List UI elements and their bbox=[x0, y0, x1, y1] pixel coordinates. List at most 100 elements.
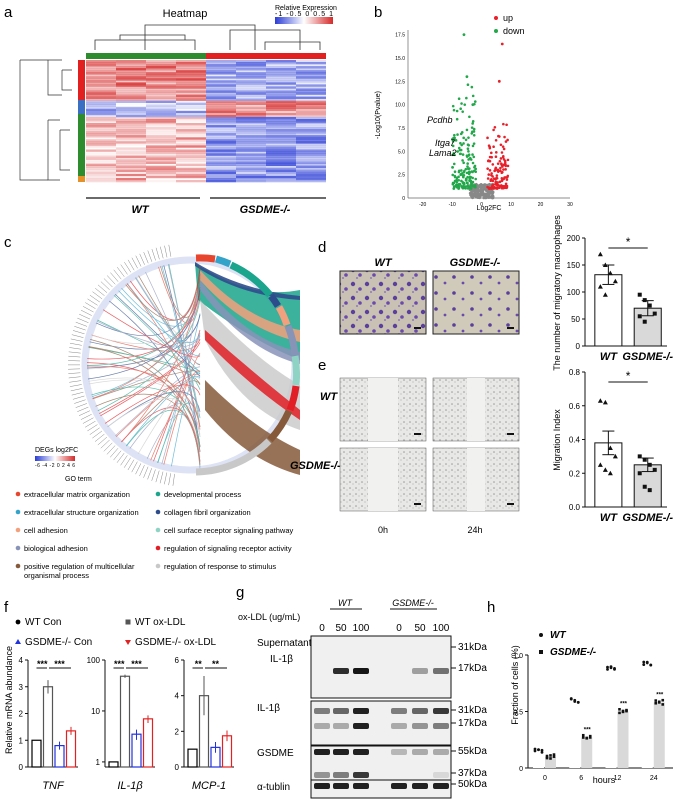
volcano-point bbox=[488, 146, 492, 150]
heatmap-cell bbox=[146, 112, 176, 116]
heatmap-cell bbox=[236, 70, 266, 73]
heatmap-cell bbox=[236, 157, 266, 160]
heatmap-cell bbox=[176, 131, 206, 134]
gene-tick bbox=[147, 250, 153, 262]
heatmap-cell bbox=[116, 114, 146, 118]
mw-marker: 37kDa bbox=[458, 768, 487, 779]
heatmap-cell bbox=[86, 88, 116, 91]
gene-tick bbox=[82, 417, 94, 424]
volcano-point bbox=[462, 171, 466, 174]
y-tick-label: 4 bbox=[19, 656, 24, 665]
gene-tick bbox=[139, 253, 145, 265]
heatmap-cell bbox=[266, 127, 296, 130]
chord-link bbox=[87, 287, 201, 360]
heatmap-cell bbox=[176, 94, 206, 97]
go-term-label: regulation of response to stimulus bbox=[164, 562, 276, 571]
heatmap-cell bbox=[296, 108, 326, 112]
blot-label: IL-1β bbox=[270, 654, 293, 665]
volcano-point bbox=[506, 158, 510, 162]
volcano-point bbox=[492, 128, 495, 132]
heatmap-cell bbox=[266, 119, 296, 122]
heatmap-cell bbox=[86, 74, 116, 77]
gene-tick bbox=[155, 247, 160, 260]
volcano-point bbox=[486, 177, 490, 180]
heatmap-cell bbox=[296, 141, 326, 144]
panel-d-transwell: WT GSDME-/- 0 50 100 150 200 WT GSDME-/- * The … bbox=[339, 215, 673, 371]
heatmap-cell bbox=[296, 60, 326, 63]
heatmap-cell bbox=[116, 173, 146, 177]
heatmap-cell bbox=[146, 180, 176, 183]
heatmap-cell bbox=[236, 129, 266, 132]
heatmap-cell bbox=[236, 131, 266, 134]
volcano-point bbox=[466, 165, 469, 168]
heatmap-cell bbox=[266, 180, 296, 183]
volcano-point bbox=[458, 148, 462, 152]
volcano-xtick: -20 bbox=[419, 202, 426, 208]
volcano-point bbox=[472, 188, 475, 191]
heatmap-cell bbox=[206, 161, 236, 164]
heatmap-cell bbox=[296, 96, 326, 99]
heatmap-cell bbox=[176, 60, 206, 63]
gene-tick bbox=[78, 410, 91, 416]
volcano-point bbox=[502, 147, 506, 151]
heatmap-cell bbox=[86, 137, 116, 139]
volcano-point bbox=[504, 182, 508, 186]
heatmap-cell bbox=[176, 102, 206, 105]
volcano-point bbox=[489, 190, 493, 193]
heatmap-cell bbox=[176, 70, 206, 73]
go-term-marker bbox=[155, 527, 161, 533]
volcano-point bbox=[499, 166, 502, 170]
data-point bbox=[637, 292, 642, 297]
volcano-point bbox=[456, 133, 459, 136]
panel-f-qpcr: WT Con WT ox-LDL GSDME-/- Con GSDME-/- ox-L… bbox=[4, 617, 234, 792]
volcano-xtick: -10 bbox=[449, 202, 456, 208]
gene-tick bbox=[127, 259, 135, 271]
gene-label-lama2: Lama2 bbox=[429, 148, 457, 158]
heatmap-cell bbox=[206, 88, 236, 91]
heatmap-cell bbox=[116, 157, 146, 160]
y-tick-label: 0 bbox=[175, 763, 180, 772]
significance-mark: * bbox=[626, 369, 631, 383]
heatmap-cell bbox=[86, 169, 116, 173]
gene-tick bbox=[123, 457, 131, 468]
gene-tick bbox=[75, 321, 88, 327]
y-tick-label: 0 bbox=[519, 766, 523, 773]
volcano-point bbox=[457, 97, 461, 101]
heatmap-cell bbox=[296, 139, 326, 142]
heatmap-cell bbox=[266, 171, 296, 175]
data-point bbox=[612, 278, 618, 284]
chord-link bbox=[88, 346, 201, 385]
heatmap-cell bbox=[206, 149, 236, 152]
heatmap-cell bbox=[176, 92, 206, 95]
chord-link bbox=[126, 283, 201, 373]
heatmap-cell bbox=[86, 76, 116, 79]
heatmap-cell bbox=[176, 149, 206, 152]
heatmap-cell bbox=[206, 133, 236, 136]
data-point bbox=[602, 292, 608, 297]
volcano-point bbox=[494, 166, 498, 170]
data-point bbox=[652, 311, 657, 316]
heatmap-cell bbox=[236, 104, 266, 107]
volcano-point bbox=[474, 170, 478, 174]
gene-tick bbox=[87, 298, 98, 306]
heatmap-cell bbox=[236, 180, 266, 183]
volcano-point bbox=[487, 173, 491, 176]
gene-tick bbox=[87, 424, 98, 432]
volcano-point bbox=[494, 151, 498, 154]
y-tick-label: 2 bbox=[19, 710, 24, 719]
bar bbox=[605, 668, 617, 768]
heatmap-cell bbox=[116, 116, 146, 120]
heatmap-cell bbox=[146, 64, 176, 67]
volcano-point bbox=[451, 140, 455, 143]
y-tick-label: 0 bbox=[19, 763, 24, 772]
data-point bbox=[540, 750, 544, 754]
go-term-label: extracellular matrix organization bbox=[24, 490, 130, 499]
volcano-point bbox=[492, 177, 496, 180]
row-dendrogram bbox=[19, 59, 72, 181]
h-xlabel: hours bbox=[593, 775, 616, 785]
heatmap-cell bbox=[116, 86, 146, 89]
heatmap-cell bbox=[146, 131, 176, 134]
heatmap-cell bbox=[146, 110, 176, 114]
heatmap-cell bbox=[146, 90, 176, 93]
column-dendrogram bbox=[94, 24, 321, 50]
